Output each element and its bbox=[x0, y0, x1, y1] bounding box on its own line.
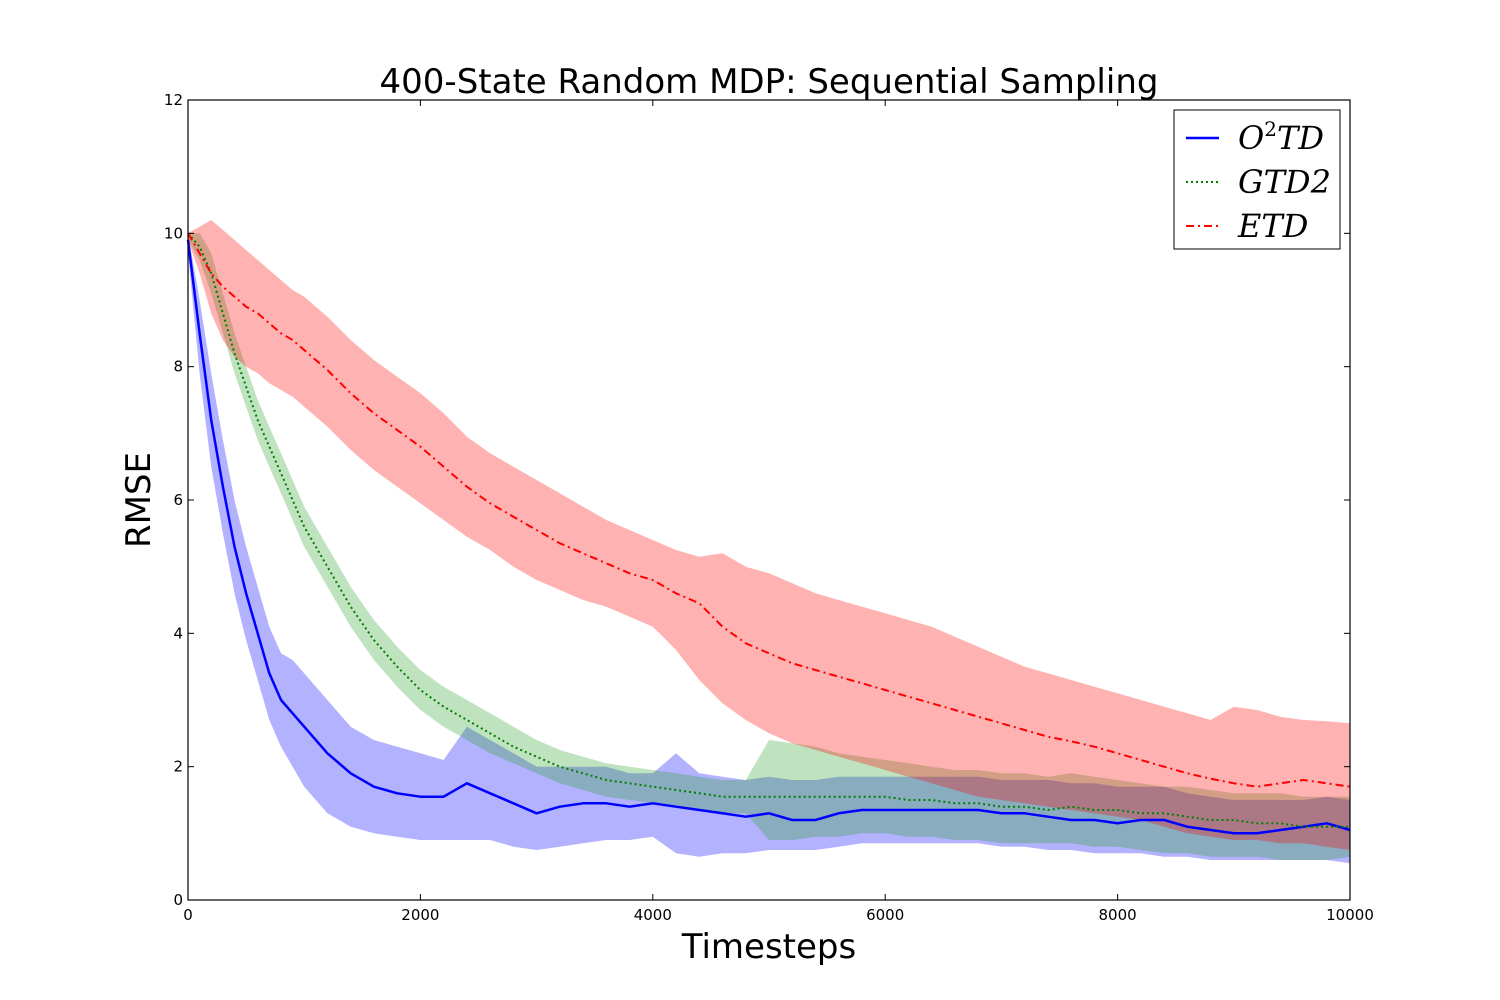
x-axis-label: Timesteps bbox=[681, 927, 856, 967]
x-tick-label: 2000 bbox=[401, 906, 439, 924]
y-axis-label: RMSE bbox=[119, 452, 159, 548]
legend-label-etd: ETD bbox=[1237, 207, 1308, 245]
legend-box bbox=[1173, 109, 1341, 250]
y-tick-label: 2 bbox=[173, 758, 183, 776]
y-tick-label: 0 bbox=[173, 891, 183, 909]
x-tick-label: 4000 bbox=[634, 906, 672, 924]
line-o2td bbox=[186, 239, 1351, 835]
y-tick-label: 4 bbox=[173, 624, 183, 642]
legend-label-o2td: O2TD bbox=[1238, 117, 1324, 157]
band-gtd2 bbox=[188, 233, 1350, 861]
legend: O2TD GTD2 ETD bbox=[1173, 109, 1341, 250]
band-o2td bbox=[188, 233, 1350, 864]
y-tick-label: 12 bbox=[164, 91, 183, 109]
line-etd bbox=[187, 232, 1351, 788]
x-tick-label: 6000 bbox=[866, 906, 904, 924]
y-tick-label: 8 bbox=[173, 358, 183, 376]
x-tick-label: 0 bbox=[183, 906, 193, 924]
axis-ticks: 0 2000 4000 6000 8000 10000 0 2 4 6 8 10 12 bbox=[164, 91, 1374, 924]
legend-label-gtd2: GTD2 bbox=[1238, 163, 1331, 201]
confidence-bands bbox=[188, 220, 1350, 864]
y-tick-label: 10 bbox=[164, 224, 183, 242]
x-tick-label: 8000 bbox=[1099, 906, 1137, 924]
chart-title: 400-State Random MDP: Sequential Samplin… bbox=[380, 62, 1159, 102]
series-lines bbox=[186, 232, 1351, 835]
band-etd bbox=[188, 220, 1350, 850]
x-tick-label: 10000 bbox=[1326, 906, 1374, 924]
y-tick-label: 6 bbox=[173, 491, 183, 509]
